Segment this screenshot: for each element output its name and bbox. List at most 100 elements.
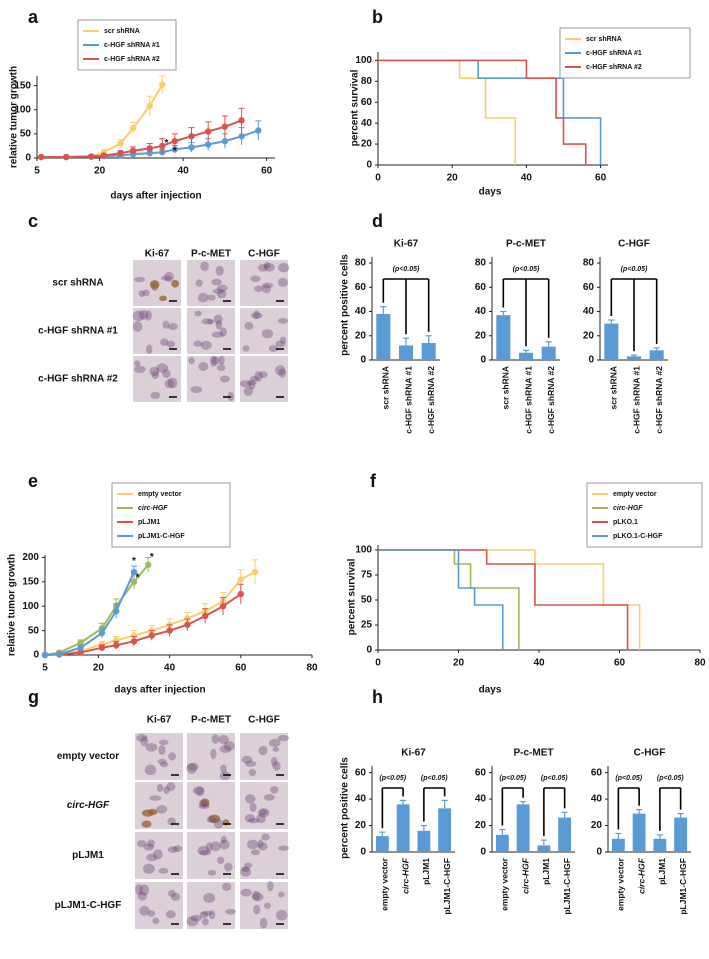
panel-letter: a — [28, 7, 39, 27]
micrograph-bg — [187, 882, 235, 929]
x-tick-label: 5 — [34, 166, 40, 177]
bar — [398, 345, 414, 360]
micrograph — [135, 882, 183, 929]
cell — [279, 336, 287, 344]
data-point — [159, 81, 166, 88]
cell — [136, 733, 148, 742]
cell — [200, 340, 212, 350]
cell — [244, 862, 253, 869]
data-point — [148, 632, 155, 639]
cell — [152, 917, 160, 924]
cell — [205, 842, 213, 852]
data-point — [145, 561, 152, 568]
legend-label: c-HGF shRNA #1 — [586, 50, 642, 57]
cell — [144, 764, 157, 776]
cell — [186, 916, 199, 927]
y-tick-label: 60 — [355, 767, 367, 778]
cell — [272, 746, 280, 752]
y-tick-label: 20 — [361, 139, 373, 150]
cell — [212, 288, 225, 294]
annotation: * — [173, 146, 177, 157]
cell — [197, 292, 209, 303]
cell — [156, 363, 169, 373]
data-point — [56, 650, 63, 658]
cell — [258, 371, 268, 378]
cell — [156, 784, 164, 792]
bar — [516, 804, 530, 852]
data-point — [113, 637, 120, 644]
bar — [611, 838, 625, 852]
cell — [147, 910, 156, 917]
micrograph — [240, 881, 288, 929]
annotation: * — [164, 138, 168, 149]
y-tick-label: 200 — [22, 552, 39, 563]
x-tick-label: c-HGF shRNA #1 — [403, 366, 413, 434]
significance-label: (p<0.05) — [393, 266, 420, 273]
panel-letter: e — [28, 471, 38, 491]
cell — [203, 892, 215, 904]
cell — [261, 329, 274, 339]
data-point — [184, 621, 191, 628]
cell — [165, 910, 176, 919]
cell — [252, 892, 264, 902]
y-tick-label: 0 — [33, 650, 39, 661]
y-tick-label: 60 — [583, 282, 595, 293]
column-label: Ki-67 — [145, 249, 170, 260]
cell — [136, 840, 147, 848]
y-tick-label: 80 — [355, 258, 367, 269]
data-point — [238, 117, 245, 124]
micrograph — [187, 782, 235, 829]
cell — [219, 375, 230, 383]
cell — [277, 277, 288, 287]
cell — [195, 786, 205, 797]
cell — [164, 379, 174, 389]
cell — [246, 839, 259, 850]
micrograph-bg — [133, 308, 181, 354]
data-point — [41, 651, 49, 659]
cell — [135, 884, 144, 895]
y-tick-label: 40 — [591, 794, 603, 805]
cell — [216, 284, 228, 292]
bar — [541, 346, 556, 360]
cell — [249, 803, 257, 813]
cell — [146, 344, 153, 355]
y-tick-label: 20 — [475, 330, 487, 341]
micrograph — [186, 882, 236, 929]
micrograph-bg — [133, 356, 181, 402]
data-point — [255, 127, 262, 134]
cell — [201, 918, 209, 926]
x-tick-label: circ-HGF — [520, 857, 530, 894]
cell — [158, 739, 169, 745]
cell — [240, 866, 252, 877]
x-axis-label: days — [479, 685, 502, 696]
cell — [277, 318, 289, 324]
cell — [211, 734, 220, 744]
cell — [263, 794, 275, 801]
data-point — [204, 128, 212, 135]
cell — [138, 309, 149, 320]
y-tick-label: 60 — [475, 282, 487, 293]
micrograph — [187, 832, 235, 879]
x-tick-label: 40 — [533, 658, 545, 669]
cell — [243, 386, 253, 396]
data-point — [146, 145, 153, 152]
cell — [133, 276, 146, 283]
x-tick-label: empty vector — [380, 857, 390, 911]
cell — [166, 782, 176, 792]
cell — [269, 786, 279, 794]
cell — [215, 320, 223, 330]
data-point — [130, 632, 138, 639]
micrograph-bg — [187, 832, 235, 879]
cell — [253, 310, 260, 320]
y-axis-label: percent positive cells — [340, 757, 351, 859]
cell — [145, 310, 152, 321]
y-tick-label: 80 — [583, 258, 595, 269]
micrograph-bg — [240, 260, 288, 306]
cell — [140, 736, 149, 747]
x-tick-label: scr shRNA — [609, 366, 619, 409]
cell — [146, 853, 158, 862]
cell — [210, 748, 217, 760]
cell — [147, 839, 155, 848]
cell — [142, 863, 155, 874]
cell — [246, 379, 257, 386]
